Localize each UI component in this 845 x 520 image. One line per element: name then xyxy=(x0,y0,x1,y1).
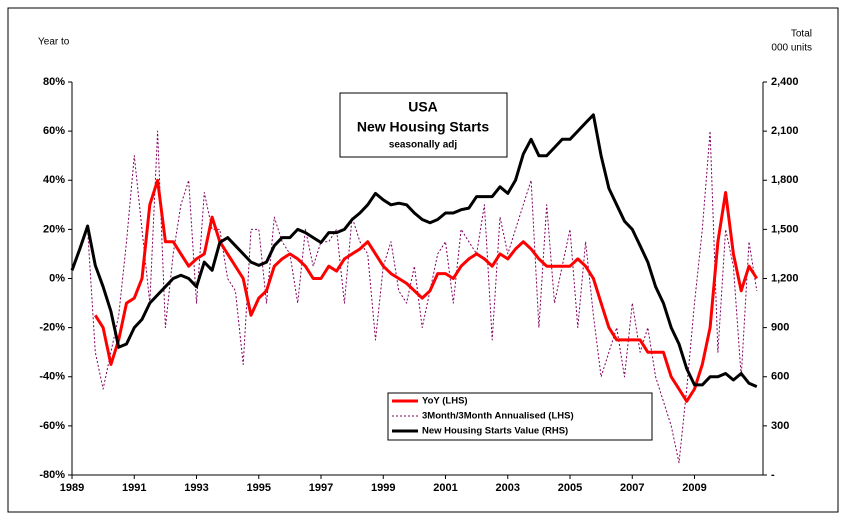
x-tick-label: 1993 xyxy=(184,482,208,494)
chart-title: USA xyxy=(408,99,438,115)
y2-tick-label: 2,100 xyxy=(771,125,799,137)
y-axis-label: Year to xyxy=(38,37,70,48)
y2-axis-label: Total xyxy=(791,29,812,40)
y-tick-label: 80% xyxy=(43,76,65,88)
x-tick-label: 1995 xyxy=(247,482,271,494)
chart-title: New Housing Starts xyxy=(357,119,489,135)
series-line xyxy=(87,130,758,464)
legend-label: YoY (LHS) xyxy=(422,396,468,407)
x-tick-label: 2009 xyxy=(682,482,706,494)
y-tick-label: -80% xyxy=(39,469,65,481)
x-tick-label: 1989 xyxy=(60,482,84,494)
x-tick-label: 2003 xyxy=(496,482,520,494)
legend-box xyxy=(387,392,653,441)
y-tick-label: -20% xyxy=(39,322,65,334)
y2-tick-label: 2,400 xyxy=(771,76,799,88)
y2-tick-label: 1,500 xyxy=(771,223,799,235)
legend: YoY (LHS) 3Month/3Month Annualised (LHS) N… xyxy=(387,392,653,441)
y-tick-label: -60% xyxy=(39,420,65,432)
x-tick-label: 2007 xyxy=(620,482,644,494)
y2-tick-label: 1,800 xyxy=(771,174,799,186)
y-tick-label: -40% xyxy=(39,371,65,383)
x-tick-label: 2005 xyxy=(558,482,582,494)
y-tick-label: 60% xyxy=(43,125,65,137)
chart-subtitle: seasonally adj xyxy=(389,140,458,151)
legend-label: 3Month/3Month Annualised (LHS) xyxy=(422,411,574,422)
legend-label: New Housing Starts Value (RHS) xyxy=(422,426,568,437)
y2-axis-label: 000 units xyxy=(771,43,812,54)
y-tick-label: 40% xyxy=(43,174,65,186)
y2-tick-label: 600 xyxy=(771,371,789,383)
plot-area: -80% -60% -40% -20% 0% 20% 40% 60% 80% - 300 600 900… xyxy=(39,76,798,494)
y2-tick-label: 300 xyxy=(771,420,789,432)
x-tick-label: 2001 xyxy=(433,482,457,494)
series-line xyxy=(94,178,759,403)
x-tick-label: 1997 xyxy=(309,482,333,494)
title-box xyxy=(339,92,508,158)
y-tick-label: 20% xyxy=(43,223,65,235)
y2-tick-label: 900 xyxy=(771,322,789,334)
y-tick-label: 0% xyxy=(49,272,65,284)
y2-tick-label: - xyxy=(771,469,775,481)
x-tick-label: 1999 xyxy=(371,482,395,494)
series-line xyxy=(70,113,758,388)
x-tick-label: 1991 xyxy=(122,482,146,494)
y2-tick-label: 1,200 xyxy=(771,272,799,284)
